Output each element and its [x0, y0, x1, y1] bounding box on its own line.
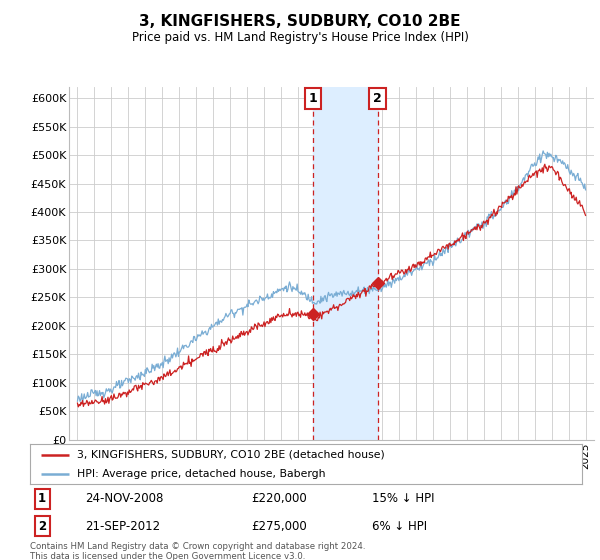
Text: 3, KINGFISHERS, SUDBURY, CO10 2BE: 3, KINGFISHERS, SUDBURY, CO10 2BE — [139, 14, 461, 29]
Text: 15% ↓ HPI: 15% ↓ HPI — [372, 492, 435, 505]
Text: 1: 1 — [38, 492, 46, 505]
Text: 2: 2 — [38, 520, 46, 533]
Text: 2: 2 — [373, 92, 382, 105]
Text: 6% ↓ HPI: 6% ↓ HPI — [372, 520, 427, 533]
Text: 3, KINGFISHERS, SUDBURY, CO10 2BE (detached house): 3, KINGFISHERS, SUDBURY, CO10 2BE (detac… — [77, 450, 385, 460]
Text: HPI: Average price, detached house, Babergh: HPI: Average price, detached house, Babe… — [77, 469, 325, 478]
Bar — [313, 87, 377, 440]
Text: 1: 1 — [308, 92, 317, 105]
Text: 24-NOV-2008: 24-NOV-2008 — [85, 492, 164, 505]
Text: Price paid vs. HM Land Registry's House Price Index (HPI): Price paid vs. HM Land Registry's House … — [131, 31, 469, 44]
Text: £275,000: £275,000 — [251, 520, 307, 533]
Text: £220,000: £220,000 — [251, 492, 307, 505]
Text: Contains HM Land Registry data © Crown copyright and database right 2024.
This d: Contains HM Land Registry data © Crown c… — [30, 542, 365, 560]
Text: 21-SEP-2012: 21-SEP-2012 — [85, 520, 160, 533]
